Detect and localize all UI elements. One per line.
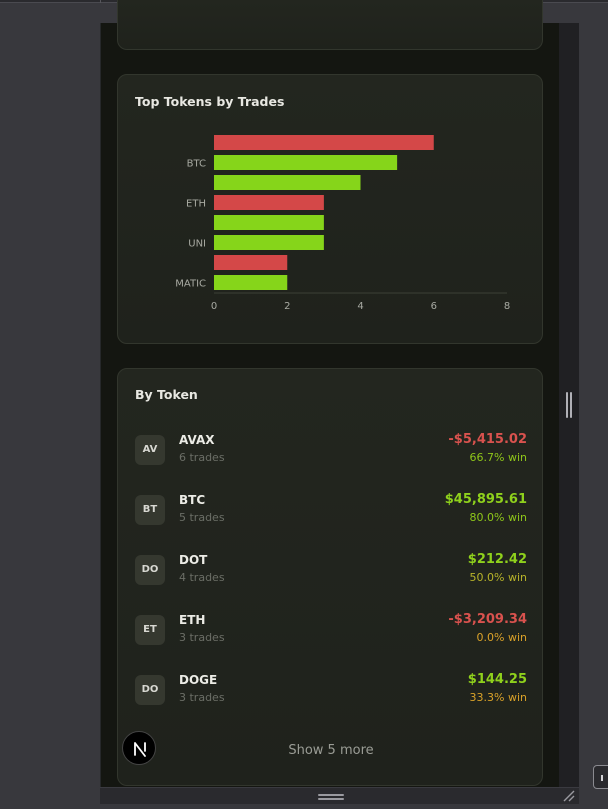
y-tick-label: BTC — [187, 159, 206, 170]
token-win-rate: 80.0% win — [469, 511, 527, 524]
token-pnl: -$3,209.34 — [448, 612, 527, 627]
chart-bar — [214, 215, 324, 230]
token-badge: DO — [135, 555, 165, 585]
token-trade-count: 6 trades — [179, 451, 225, 464]
top-tokens-bar-chart: BTC ETH UNI MATIC 0 2 4 6 8 — [175, 135, 510, 312]
top-tokens-chart-card: Top Tokens by Trades BTC ETH UNI MATIC 0 2 4 6 8 — [117, 74, 543, 344]
x-tick-label: 2 — [284, 301, 290, 312]
chart-bar — [214, 175, 361, 190]
token-pnl: $45,895.61 — [444, 492, 527, 507]
token-row-avax[interactable]: AV AVAX 6 trades -$5,415.02 66.7% win — [135, 431, 527, 471]
scrollbar-track[interactable] — [559, 23, 579, 787]
drag-handle-icon — [318, 798, 344, 800]
token-symbol: ETH — [179, 613, 206, 627]
y-tick-label: ETH — [186, 199, 206, 210]
chart-bar — [214, 255, 288, 270]
show-more-button[interactable]: Show 5 more — [288, 743, 374, 758]
chart-card-title: Top Tokens by Trades — [135, 94, 285, 109]
token-win-rate: 66.7% win — [469, 451, 527, 464]
token-badge: DO — [135, 675, 165, 705]
bottom-drag-bar[interactable] — [100, 787, 579, 804]
token-badge: AV — [135, 435, 165, 465]
token-row-btc[interactable]: BT BTC 5 trades $45,895.61 80.0% win — [135, 491, 527, 531]
chart-bar — [214, 235, 324, 250]
token-badge: BT — [135, 495, 165, 525]
previous-card — [117, 0, 543, 50]
y-tick-label: MATIC — [175, 279, 206, 290]
by-token-card: By Token AV AVAX 6 trades -$5,415.02 66.… — [117, 368, 543, 786]
token-row-doge[interactable]: DO DOGE 3 trades $144.25 33.3% win — [135, 671, 527, 711]
y-tick-label: UNI — [188, 239, 206, 250]
token-pnl: $144.25 — [467, 672, 527, 687]
token-trade-count: 3 trades — [179, 631, 225, 644]
token-row-eth[interactable]: ET ETH 3 trades -$3,209.34 0.0% win — [135, 611, 527, 651]
edge-button[interactable] — [593, 765, 608, 789]
chart-bar — [214, 155, 398, 170]
nextjs-logo-glyph — [134, 742, 146, 757]
by-token-title: By Token — [135, 387, 198, 402]
x-tick-label: 4 — [357, 301, 363, 312]
resize-corner-icon[interactable] — [562, 789, 576, 803]
chart-bar — [214, 195, 324, 210]
token-win-rate: 0.0% win — [476, 631, 527, 644]
token-trade-count: 4 trades — [179, 571, 225, 584]
token-symbol: AVAX — [179, 433, 215, 447]
x-tick-label: 6 — [431, 301, 437, 312]
token-trade-count: 5 trades — [179, 511, 225, 524]
token-win-rate: 50.0% win — [469, 571, 527, 584]
token-trade-count: 3 trades — [179, 691, 225, 704]
nextjs-logo-icon[interactable] — [122, 731, 156, 765]
token-row-dot[interactable]: DO DOT 4 trades $212.42 50.0% win — [135, 551, 527, 591]
x-tick-label: 8 — [504, 301, 510, 312]
drag-handle-icon[interactable] — [566, 392, 572, 418]
x-tick-label: 0 — [211, 301, 217, 312]
token-win-rate: 33.3% win — [469, 691, 527, 704]
chart-bar — [214, 135, 434, 150]
token-badge: ET — [135, 615, 165, 645]
top-divider — [100, 0, 101, 3]
token-pnl: -$5,415.02 — [448, 432, 527, 447]
token-pnl: $212.42 — [467, 552, 527, 567]
token-symbol: DOT — [179, 553, 208, 567]
token-symbol: DOGE — [179, 673, 218, 687]
chart-bar — [214, 275, 288, 290]
drag-handle-icon — [318, 794, 344, 796]
token-symbol: BTC — [179, 493, 206, 507]
